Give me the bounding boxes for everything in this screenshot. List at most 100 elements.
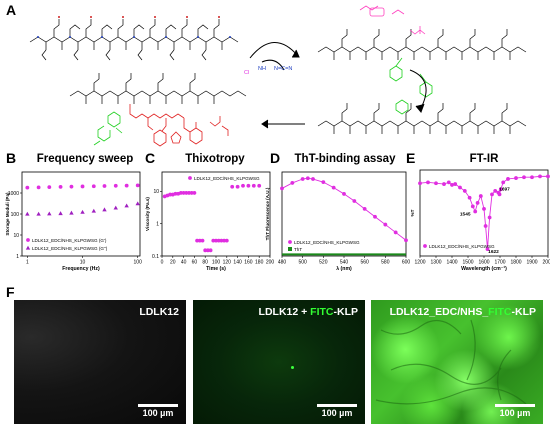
chart-c-point: [187, 191, 191, 195]
chart-e-legend-label: LDLK12_EDC/NHS_KLPGWSG: [429, 244, 495, 249]
micrograph-label-pre: LDLK12_EDC/NHS_: [389, 306, 489, 318]
chart-d-xtick-label: 480: [278, 260, 287, 266]
chart-d-point: [311, 177, 315, 181]
chart-b-legend-label: LDLK12_EDC/NHS_KLPGWSG (G'): [32, 238, 107, 243]
green-nhs-groups: [389, 57, 433, 98]
chart-e-xtick-label: 1400: [446, 260, 457, 266]
micrograph-label-post: -KLP: [511, 306, 537, 318]
chart-e-point: [487, 215, 492, 220]
chart-c-ytick-label: 10: [153, 189, 159, 195]
chart-b-xtick-label: 1: [26, 260, 29, 266]
chart-c-point: [214, 238, 218, 243]
chart-d-series-line: [281, 177, 407, 241]
chart-b-legend-swatch: [25, 245, 31, 250]
chart-c-point: [230, 184, 235, 189]
chart-c-xtick-label: 80: [202, 260, 208, 266]
chart-d-legend-swatch: [288, 240, 292, 244]
chart-d-legend-label: LDLK12_EDC/NHS_KLPGWSG: [294, 240, 360, 245]
chart-c-ylabel: Viscosity (Pa.s): [145, 197, 150, 231]
chart-b-ytick-label: 1000: [8, 191, 19, 197]
arrow-step-2: [409, 69, 427, 113]
chart-e-xtick-label: 1500: [462, 260, 473, 266]
chart-c-point: [235, 184, 240, 189]
chart-c-point: [206, 248, 210, 253]
chart-b-point: [124, 183, 129, 188]
chart-e-series-line: [419, 175, 548, 250]
chart-c-xtick-label: 40: [181, 260, 187, 266]
chart-c-xtick-label: 200: [266, 260, 275, 266]
micrograph-label-fitc: FITC: [310, 306, 334, 318]
chart-c-point: [195, 238, 200, 243]
chart-e-xtick-label: 1900: [526, 260, 537, 266]
chart-e-point: [442, 182, 446, 186]
chart-e-point: [506, 177, 510, 181]
chart-c-point: [222, 238, 227, 243]
chart-e-point: [473, 209, 478, 214]
chart-b-point: [102, 207, 107, 212]
green-ester-bottom: [395, 99, 409, 115]
chart-e-point: [450, 183, 454, 187]
chart-e-legend-swatch: [423, 244, 427, 248]
chart-b-ytick-label: 1: [16, 254, 19, 260]
chart-d-ylabel: ThT Fluorescence (A.U.): [265, 187, 270, 240]
micrograph-label: LDLK12: [139, 306, 179, 318]
chart-e-xtick-label: 1200: [414, 260, 425, 266]
chart-b-xtick-label: 100: [134, 260, 143, 266]
pink-activated-groups: [359, 5, 426, 35]
peptide-chain-left: [69, 73, 247, 104]
chart-b-legend-swatch: [26, 238, 30, 242]
chart-d-point: [305, 176, 310, 181]
chart-e-point: [446, 180, 451, 185]
chart-b-ytick-label: 10: [13, 233, 19, 239]
panel-letter-e: E: [406, 150, 416, 166]
micrograph-label: LDLK12 + FITC-KLP: [259, 306, 358, 318]
chart-b-point: [69, 184, 74, 189]
chart-e-point: [493, 189, 498, 193]
micrograph-label-pre: LDLK12: [139, 306, 179, 318]
chart-b-legend-label: LDLK12_EDC/NHS_KLPGWSG (G''): [32, 246, 108, 251]
chart-c-point: [251, 183, 256, 188]
scale-bar-label: 100 µm: [321, 408, 353, 418]
chart-d-legend-label: ThT: [294, 247, 302, 252]
chart-c-point: [224, 238, 229, 243]
chart-e-point: [462, 189, 467, 193]
chart-d-point: [321, 180, 326, 185]
chart-e-point: [497, 192, 502, 197]
chart-c-point: [181, 191, 186, 195]
chart-b-ylabel: Storage Moduli (Pa): [5, 192, 10, 236]
chart-d-point: [300, 177, 305, 181]
chart-c-ytick-label: 1: [156, 222, 159, 228]
chart-c-xtick-label: 100: [212, 260, 221, 266]
chart-e-point: [546, 174, 550, 179]
scale-bar: 100 µm: [138, 404, 178, 418]
chart-b-point: [25, 211, 30, 216]
chart-c-point: [257, 183, 262, 188]
chart-d-xtick-label: 520: [319, 260, 328, 266]
micrograph-label-fitc: FITC: [488, 306, 512, 318]
chart-e-point: [458, 185, 462, 190]
micrograph-ldlk12: LDLK12 100 µm: [14, 300, 186, 424]
chart-c-xtick-label: 160: [244, 260, 253, 266]
chart-e-xtick-label: 1700: [494, 260, 505, 266]
chart-c-xtick-label: 120: [223, 260, 232, 266]
chart-e-point: [478, 194, 483, 198]
scheme-oxygens-top: [58, 16, 220, 18]
chart-b-point: [135, 183, 140, 188]
scale-bar-line: [317, 404, 357, 407]
chart-d-point: [280, 186, 284, 191]
panel-letter-f: F: [6, 284, 15, 300]
chart-c-ytick-label: 0.1: [152, 254, 159, 260]
chart-e-point: [453, 182, 458, 186]
chart-d-xlabel: λ (nm): [336, 266, 352, 272]
scale-bar: 100 µm: [495, 404, 535, 418]
reagent-carbodiimide: N=C=N: [274, 66, 292, 72]
chart-e-xtick-label: 1600: [478, 260, 489, 266]
chart-d-point: [404, 238, 408, 243]
chart-d-xtick-label: 540: [340, 260, 349, 266]
micrograph-ldlk12-fitc-klp: LDLK12 + FITC-KLP 100 µm: [193, 300, 365, 424]
chart-c-point: [219, 238, 224, 243]
chart-b-point: [135, 201, 140, 206]
chart-c-point: [192, 191, 197, 195]
chart-d-xtick-label: 500: [298, 260, 307, 266]
